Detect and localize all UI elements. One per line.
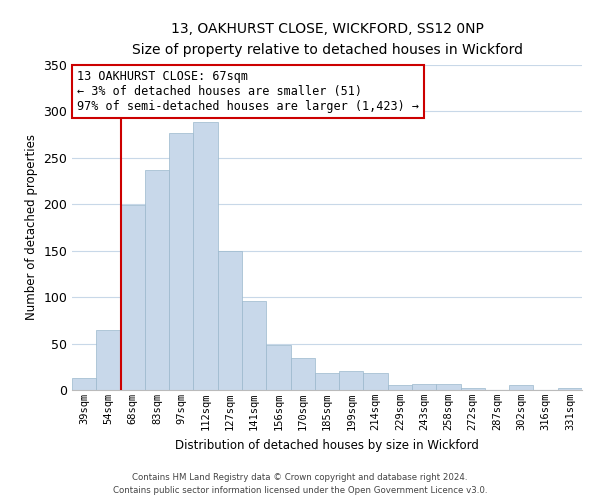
Bar	[169, 133, 193, 390]
Bar	[193, 122, 218, 390]
X-axis label: Distribution of detached houses by size in Wickford: Distribution of detached houses by size …	[175, 438, 479, 452]
Bar	[96, 330, 121, 390]
Y-axis label: Number of detached properties: Number of detached properties	[25, 134, 38, 320]
Bar	[388, 386, 412, 390]
Bar	[339, 372, 364, 390]
Bar	[509, 386, 533, 390]
Text: 13 OAKHURST CLOSE: 67sqm
← 3% of detached houses are smaller (51)
97% of semi-de: 13 OAKHURST CLOSE: 67sqm ← 3% of detache…	[77, 70, 419, 113]
Bar	[121, 205, 145, 390]
Bar	[218, 250, 242, 390]
Bar	[315, 374, 339, 390]
Bar	[242, 301, 266, 390]
Bar	[290, 358, 315, 390]
Bar	[145, 170, 169, 390]
Title: 13, OAKHURST CLOSE, WICKFORD, SS12 0NP
Size of property relative to detached hou: 13, OAKHURST CLOSE, WICKFORD, SS12 0NP S…	[131, 22, 523, 57]
Text: Contains HM Land Registry data © Crown copyright and database right 2024.
Contai: Contains HM Land Registry data © Crown c…	[113, 474, 487, 495]
Bar	[266, 344, 290, 390]
Bar	[461, 388, 485, 390]
Bar	[412, 384, 436, 390]
Bar	[558, 388, 582, 390]
Bar	[436, 384, 461, 390]
Bar	[72, 378, 96, 390]
Bar	[364, 374, 388, 390]
